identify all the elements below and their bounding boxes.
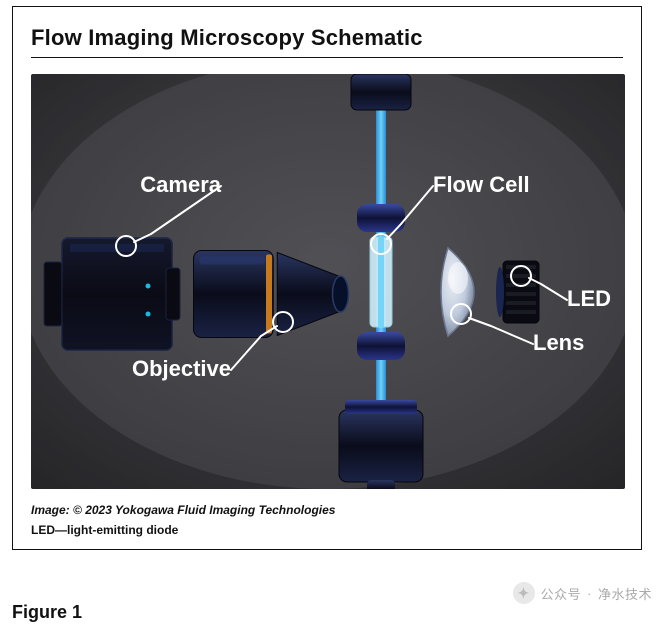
watermark-separator: · xyxy=(587,586,592,601)
figure-title: Flow Imaging Microscopy Schematic xyxy=(31,25,623,51)
label-objective: Objective xyxy=(132,356,231,381)
label-camera: Camera xyxy=(140,172,221,197)
abbreviation-footnote: LED—light-emitting diode xyxy=(31,523,623,537)
wechat-icon: ✦ xyxy=(513,582,535,604)
label-flowcell: Flow Cell xyxy=(433,172,530,197)
wechat-watermark: ✦ 公众号 · 净水技术 xyxy=(513,582,652,604)
figure-container: Flow Imaging Microscopy Schematic Camera… xyxy=(12,6,642,550)
figure-caption: Figure 1 xyxy=(12,602,82,623)
watermark-account: 净水技术 xyxy=(598,584,652,603)
label-lens: Lens xyxy=(533,330,584,355)
image-credit: Image: © 2023 Yokogawa Fluid Imaging Tec… xyxy=(31,503,623,517)
schematic-diagram: Camera Objective Flow Cell LED Lens xyxy=(31,74,625,489)
watermark-source: 公众号 xyxy=(541,584,582,603)
title-rule xyxy=(31,57,623,58)
label-led: LED xyxy=(567,286,611,311)
